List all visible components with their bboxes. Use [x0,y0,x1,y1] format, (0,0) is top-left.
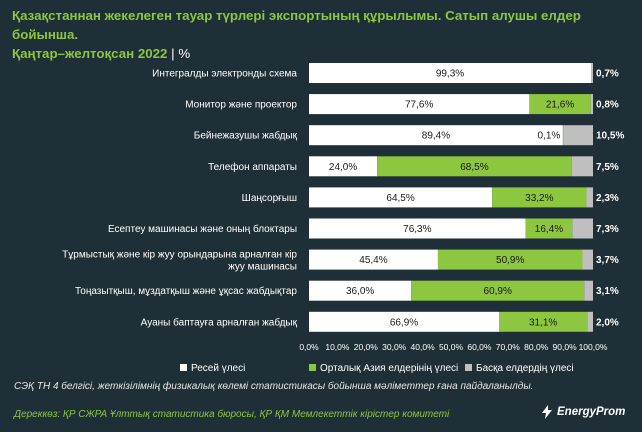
bar-segment-russia [309,63,592,83]
data-label-central-asia: 0,1% [537,131,560,142]
data-label-central-asia: 60,9% [484,286,512,297]
x-tick-label: 20,0% [354,342,379,352]
bar-segment-other [587,311,593,332]
source-note: Дереккөз: ҚР СЖРА Ұлттық статистика бюро… [14,409,450,420]
data-label-russia: 99,3% [436,69,464,80]
data-label-other: 0,7% [596,69,619,80]
data-label-other: 0,8% [596,100,619,111]
x-tick-label: 80,0% [524,342,549,352]
bar-segment-russia [309,94,530,115]
x-tick-label: 40,0% [411,342,436,352]
category-label: Бейнежазушы жабдық [194,130,298,142]
category-label-line: Тұрмыстық және кір жуу орындарына арналғ… [62,250,297,261]
bar-segment-russia [309,311,499,332]
bar-segment-other [584,280,593,301]
bar-segment-other [591,63,593,83]
data-label-russia: 89,4% [422,131,450,142]
category-label: Шаңсорғыш [242,193,297,204]
lightning-icon [542,405,552,419]
data-label-other: 7,3% [596,224,619,235]
data-label-central-asia: 21,6% [546,100,574,111]
bar-segment-russia [309,187,493,208]
bar-segment-other [590,94,593,115]
category-label-line: жуу машинасы [228,262,297,273]
bar-segment-russia [309,280,412,301]
category-label: Есептеу машинасы және оның блоктары [108,223,297,235]
data-label-central-asia: 31,1% [529,317,557,328]
data-label-russia: 36,0% [346,286,374,297]
energyprom-logo: EnergyProm [540,405,625,419]
bar-segment-other [563,125,593,146]
category-label: Тұрмыстық және кір жуу орындарына арналғ… [62,250,297,273]
bar-segment-russia [309,156,378,177]
data-label-russia: 77,6% [405,100,433,111]
data-label-russia: 76,3% [403,224,431,235]
category-label: Монитор және проектор [185,100,297,111]
x-tick-label: 30,0% [382,342,407,352]
data-label-central-asia: 16,4% [535,224,563,235]
bar-segment-russia [309,218,526,239]
logo-text: EnergyProm [557,406,626,418]
category-label: Ауаны баптауға арналған жабдық [141,316,298,328]
data-label-other: 7,5% [596,162,619,173]
data-label-other: 10,5% [596,131,624,142]
chart-title: Қазақстаннан жекелеген тауар түрлері экс… [12,6,632,63]
data-label-other: 2,3% [596,193,619,204]
legend-label: Ресей үлесі [191,363,245,374]
bar-segment-central-asia [498,311,588,332]
data-label-other: 3,7% [596,255,619,266]
category-label: Тоңазытқыш, мұздатқыш және ұқсас жабдықт… [75,285,297,297]
bar-segment-russia [309,249,438,270]
x-tick-label: 100,0% [579,342,608,352]
bar-segment-central-asia [492,187,587,208]
x-tick-label: 10,0% [325,342,350,352]
legend-swatch [309,364,316,371]
bar-segment-other [586,187,593,208]
data-label-russia: 64,5% [386,193,414,204]
title-period: Қаңтар–желтоқсан 2022 [12,46,168,61]
legend-swatch [465,364,472,371]
data-label-central-asia: 50,9% [496,255,524,266]
x-tick-label: 90,0% [553,342,578,352]
title-separator: | [171,46,175,61]
x-tick-label: 0,0% [299,342,319,352]
data-label-other: 2,0% [596,317,619,328]
data-label-central-asia: 33,2% [525,193,553,204]
data-label-russia: 45,4% [359,255,387,266]
bar-segment-central-asia [377,156,572,177]
legend-swatch [180,364,187,371]
x-tick-label: 70,0% [496,342,521,352]
category-label: Интегралды электронды схема [152,69,297,80]
x-tick-label: 60,0% [467,342,492,352]
bar-segment-russia [309,125,563,146]
data-label-other: 3,1% [596,286,619,297]
footnote: СЭҚ ТН 4 белгісі, жеткізілімнің физикалы… [14,381,534,392]
bar-segment-other [582,249,593,270]
bar-segment-other [572,218,593,239]
x-tick-label: 50,0% [439,342,464,352]
data-label-central-asia: 68,5% [460,162,488,173]
bar-segment-central-asia [411,280,585,301]
title-unit: % [178,46,191,61]
bar-segment-central-asia [437,249,583,270]
legend-label: Орталық Азия елдерінің үлесі [320,363,458,374]
category-label: Телефон аппараты [208,161,297,173]
data-label-russia: 24,0% [329,162,357,173]
legend-label: Басқа елдердің үлесі [476,363,574,374]
bar-segment-central-asia [525,218,573,239]
title-line-2: Қаңтар–желтоқсан 2022 | % [12,44,632,63]
title-line-1: Қазақстаннан жекелеген тауар түрлері экс… [12,8,581,42]
data-label-russia: 66,9% [390,317,418,328]
bar-segment-other [571,156,593,177]
bar-segment-central-asia [529,94,591,115]
